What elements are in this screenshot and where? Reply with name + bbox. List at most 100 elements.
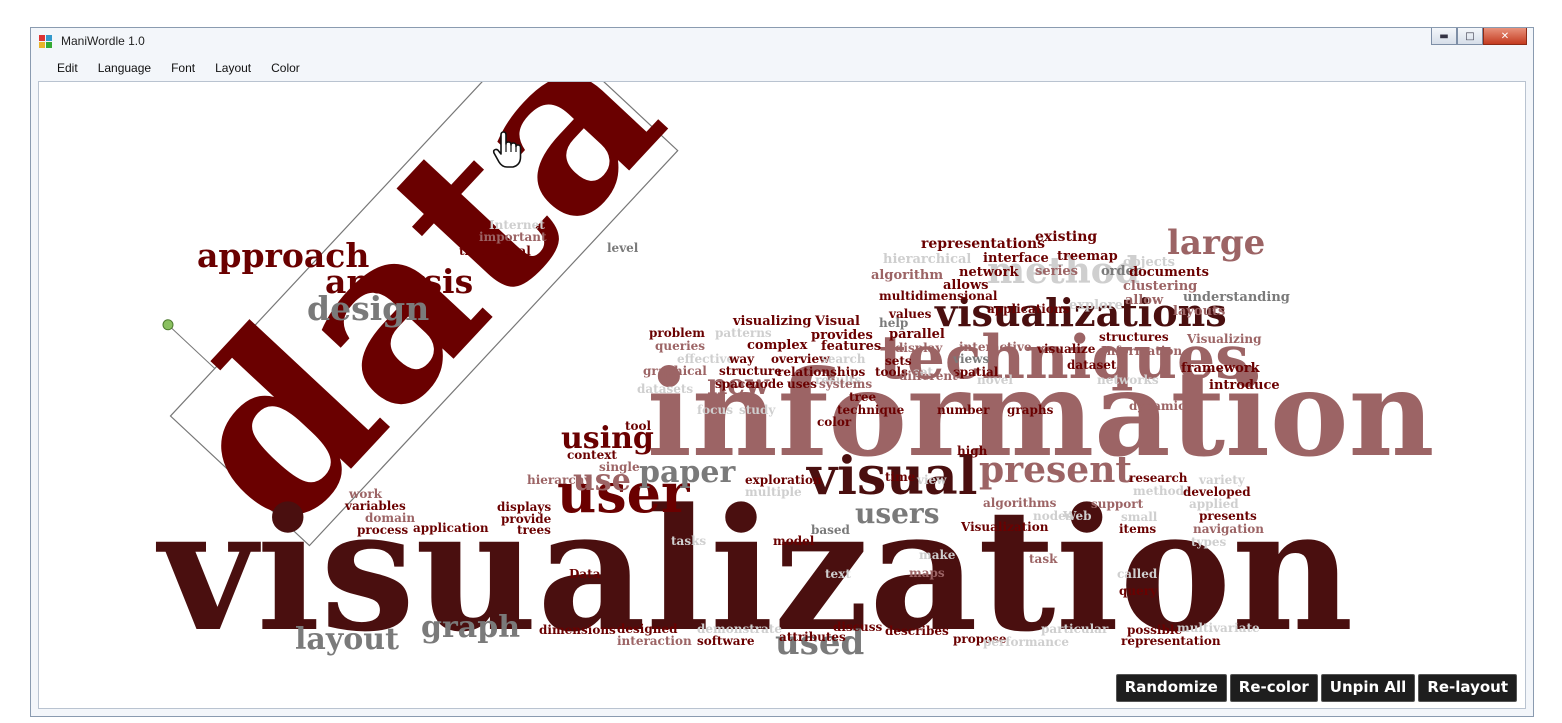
cloud-word[interactable]: set: [913, 365, 933, 379]
cloud-word[interactable]: hierarchical: [883, 252, 971, 267]
word-cloud-canvas[interactable]: data visualization information techniques v…: [38, 81, 1526, 709]
cloud-word[interactable]: interface: [983, 251, 1049, 266]
cloud-word[interactable]: different: [899, 369, 958, 383]
cloud-word[interactable]: spatial: [953, 365, 999, 379]
cloud-word[interactable]: application: [413, 521, 489, 535]
cloud-word[interactable]: objects: [1123, 255, 1175, 270]
cloud-word[interactable]: number: [937, 403, 990, 417]
cloud-word[interactable]: interaction: [617, 634, 692, 648]
cloud-word[interactable]: information: [647, 344, 1434, 483]
cloud-word[interactable]: paper: [639, 455, 736, 490]
minimize-button[interactable]: ▬: [1431, 28, 1457, 45]
cloud-word[interactable]: color: [817, 415, 852, 429]
cloud-word[interactable]: order: [1101, 264, 1141, 279]
cloud-word[interactable]: attributes: [779, 630, 846, 644]
cloud-word[interactable]: presents: [1199, 509, 1257, 523]
cloud-word[interactable]: describes: [885, 624, 949, 638]
cloud-word[interactable]: Data: [569, 567, 601, 581]
cloud-word[interactable]: features: [821, 339, 881, 354]
cloud-word[interactable]: propose: [953, 632, 1007, 646]
randomize-button[interactable]: Randomize: [1115, 674, 1227, 702]
cloud-word[interactable]: Web: [1062, 509, 1092, 523]
cloud-word[interactable]: networks: [1097, 373, 1159, 387]
cloud-word[interactable]: designed: [617, 622, 678, 636]
cloud-word[interactable]: query: [1119, 584, 1158, 598]
cloud-word[interactable]: dynamic: [1129, 399, 1185, 413]
cloud-word[interactable]: way: [728, 352, 755, 366]
cloud-word[interactable]: allow: [1125, 293, 1164, 308]
cloud-word[interactable]: Visualizing: [1186, 332, 1262, 346]
cloud-word[interactable]: small: [1121, 510, 1158, 524]
cloud-word[interactable]: multivariate: [1177, 621, 1260, 635]
cloud-word[interactable]: novel: [977, 373, 1013, 387]
cloud-word[interactable]: focus: [697, 403, 733, 417]
close-button[interactable]: ✕: [1483, 28, 1527, 45]
cloud-word[interactable]: nodes: [1033, 509, 1073, 523]
menu-font[interactable]: Font: [171, 61, 196, 75]
cloud-word[interactable]: explore: [1069, 298, 1123, 313]
cloud-word[interactable]: structures: [1099, 330, 1169, 344]
cloud-word[interactable]: complex: [747, 338, 808, 353]
cloud-word[interactable]: network: [959, 265, 1019, 280]
menu-language[interactable]: Language: [97, 61, 152, 75]
cloud-word[interactable]: used: [775, 623, 864, 663]
cloud-word[interactable]: treemap: [1057, 249, 1118, 264]
cloud-word[interactable]: discuss: [833, 620, 882, 634]
cloud-word[interactable]: using: [561, 421, 654, 456]
cloud-word[interactable]: visualize: [1036, 342, 1096, 356]
cloud-word[interactable]: use: [573, 463, 631, 498]
cloud-word[interactable]: hierarchy: [527, 473, 592, 487]
cloud-word[interactable]: techniques: [879, 323, 1249, 393]
cloud-word[interactable]: visualizations: [934, 290, 1227, 335]
cloud-word[interactable]: Visualization: [960, 520, 1049, 534]
cloud-word[interactable]: node: [751, 377, 784, 391]
cloud-word[interactable]: important: [479, 230, 547, 244]
cloud-word[interactable]: display: [895, 341, 943, 355]
cloud-word[interactable]: based: [811, 523, 851, 537]
cloud-word[interactable]: multidimensional: [879, 289, 998, 303]
cloud-word[interactable]: results: [815, 373, 862, 387]
cloud-word[interactable]: technique: [837, 403, 905, 417]
cloud-word[interactable]: displays: [497, 500, 551, 514]
cloud-word[interactable]: study: [739, 403, 776, 417]
cloud-word[interactable]: trees: [517, 523, 551, 537]
cloud-word[interactable]: algorithms: [983, 496, 1057, 510]
cloud-word[interactable]: search: [821, 352, 866, 366]
unpin-all-button[interactable]: Unpin All: [1320, 674, 1416, 702]
menu-edit[interactable]: Edit: [57, 61, 78, 75]
cloud-word[interactable]: existing: [1035, 229, 1097, 245]
cloud-word[interactable]: approach: [197, 236, 369, 275]
cloud-word[interactable]: sets: [885, 354, 912, 368]
cloud-word[interactable]: Visual: [814, 314, 860, 329]
cloud-word[interactable]: maps: [909, 566, 945, 580]
cloud-word[interactable]: single: [599, 460, 640, 474]
cloud-word[interactable]: Information: [1101, 344, 1182, 358]
cloud-word[interactable]: graphs: [1007, 403, 1054, 417]
cloud-word[interactable]: introduce: [1209, 378, 1280, 393]
cloud-word[interactable]: layouts: [1173, 304, 1225, 319]
cloud-word[interactable]: tasks: [671, 534, 706, 548]
cloud-word[interactable]: types: [1191, 535, 1227, 549]
cloud-word[interactable]: understanding: [1183, 290, 1290, 305]
cloud-word[interactable]: visualizing: [732, 314, 811, 329]
cloud-word[interactable]: items: [1119, 522, 1156, 536]
cloud-word[interactable]: algorithm: [871, 268, 943, 283]
cloud-word[interactable]: level: [607, 241, 639, 255]
cloud-word[interactable]: view: [916, 473, 947, 487]
cloud-word[interactable]: clustering: [1123, 279, 1197, 294]
cloud-word[interactable]: high: [957, 444, 988, 458]
cloud-word[interactable]: traditional: [459, 244, 531, 258]
cloud-word[interactable]: present: [979, 449, 1132, 491]
menu-color[interactable]: Color: [271, 61, 300, 75]
cloud-word[interactable]: exploration: [745, 473, 822, 487]
cloud-word[interactable]: user: [557, 461, 690, 525]
cloud-word[interactable]: visual: [806, 446, 978, 507]
cloud-word[interactable]: software: [697, 634, 755, 648]
cloud-word[interactable]: context: [567, 448, 617, 462]
cloud-word[interactable]: process: [357, 523, 408, 537]
cloud-word[interactable]: relationships: [777, 365, 866, 379]
maximize-button[interactable]: □: [1457, 28, 1483, 45]
cloud-word[interactable]: make: [919, 548, 956, 562]
cloud-word[interactable]: views: [952, 352, 989, 366]
rotate-handle[interactable]: [161, 318, 175, 332]
